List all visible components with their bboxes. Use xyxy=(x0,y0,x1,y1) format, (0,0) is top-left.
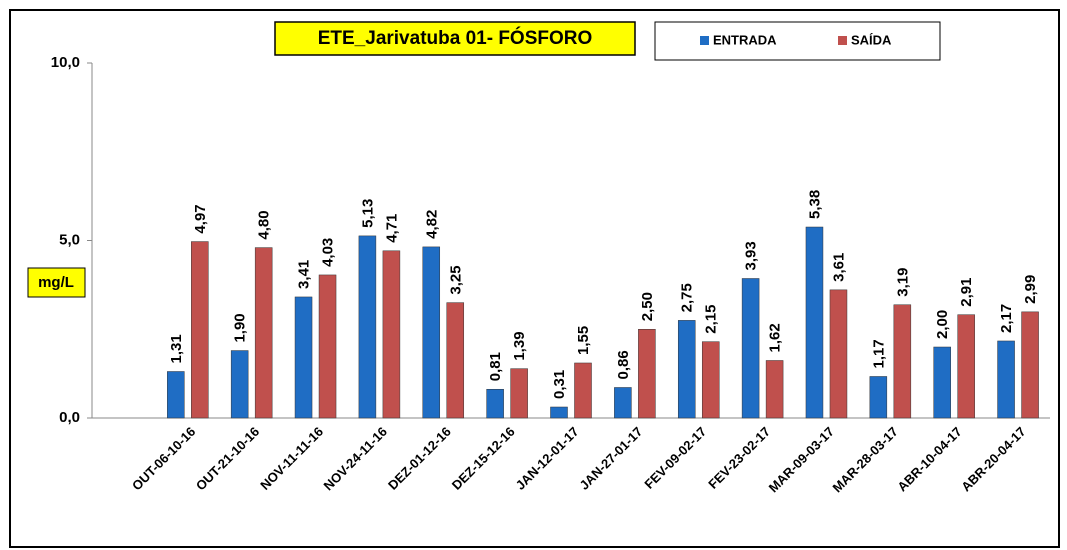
chart-title: ETE_Jarivatuba 01- FÓSFORO xyxy=(318,27,593,49)
value-label: 0,86 xyxy=(615,350,632,379)
value-label: 5,13 xyxy=(359,199,376,228)
value-label: 4,71 xyxy=(383,214,400,243)
bar xyxy=(254,247,273,419)
bar xyxy=(765,360,784,419)
value-label: 1,90 xyxy=(232,313,249,342)
title-box xyxy=(274,21,636,56)
value-label: 2,15 xyxy=(703,304,720,333)
y-axis-label: mg/L xyxy=(38,274,74,291)
value-label: 4,97 xyxy=(192,204,209,233)
value-label: 2,99 xyxy=(1022,275,1039,304)
bar xyxy=(1021,311,1039,419)
bar xyxy=(869,376,888,419)
bar xyxy=(638,329,656,419)
bar xyxy=(614,387,632,419)
value-label: 4,03 xyxy=(320,238,337,267)
y-label-box xyxy=(27,267,86,298)
value-label: 2,91 xyxy=(958,277,975,306)
y-tick-label: 5,0 xyxy=(59,231,80,248)
legend-box xyxy=(654,21,941,61)
chart-border xyxy=(9,9,1060,548)
bar xyxy=(294,296,313,419)
bar xyxy=(893,304,912,419)
value-label: 1,17 xyxy=(870,339,887,368)
value-label: 2,50 xyxy=(639,292,656,321)
value-label: 2,75 xyxy=(679,283,696,312)
value-label: 2,00 xyxy=(934,310,951,339)
value-label: 4,80 xyxy=(256,210,273,239)
bar xyxy=(191,241,209,419)
bar xyxy=(510,368,528,419)
value-label: 3,41 xyxy=(296,260,313,289)
value-label: 1,39 xyxy=(511,331,528,360)
bar xyxy=(382,250,401,419)
value-label: 4,82 xyxy=(423,210,440,239)
bar xyxy=(167,371,185,419)
bar xyxy=(486,388,504,419)
bar xyxy=(997,340,1015,419)
legend-label: SAÍDA xyxy=(851,32,892,47)
value-label: 3,19 xyxy=(894,268,911,297)
value-label: 0,81 xyxy=(487,352,504,381)
value-label: 1,55 xyxy=(575,326,592,355)
bar xyxy=(574,362,592,419)
bar xyxy=(318,274,337,419)
bar xyxy=(933,346,951,419)
bar xyxy=(741,278,760,419)
value-label: 5,38 xyxy=(806,190,823,219)
value-label: 3,25 xyxy=(447,265,464,294)
bar xyxy=(677,320,696,419)
bar xyxy=(422,246,441,419)
bar xyxy=(358,235,377,419)
value-label: 0,31 xyxy=(551,370,568,399)
value-label: 1,62 xyxy=(767,323,784,352)
value-label: 1,31 xyxy=(168,334,185,363)
bar xyxy=(446,302,465,419)
legend-swatch xyxy=(700,36,709,45)
bar xyxy=(701,341,720,419)
y-tick-label: 10,0 xyxy=(51,54,80,71)
value-label: 2,17 xyxy=(998,304,1015,333)
bar xyxy=(230,350,249,419)
bar xyxy=(805,226,824,419)
value-label: 3,93 xyxy=(743,241,760,270)
legend-label: ENTRADA xyxy=(713,32,777,47)
bar xyxy=(957,314,975,419)
bar xyxy=(829,289,848,419)
legend-swatch xyxy=(838,36,847,45)
bar xyxy=(550,406,568,419)
value-label: 3,61 xyxy=(830,253,847,282)
y-tick-label: 0,0 xyxy=(59,409,80,426)
